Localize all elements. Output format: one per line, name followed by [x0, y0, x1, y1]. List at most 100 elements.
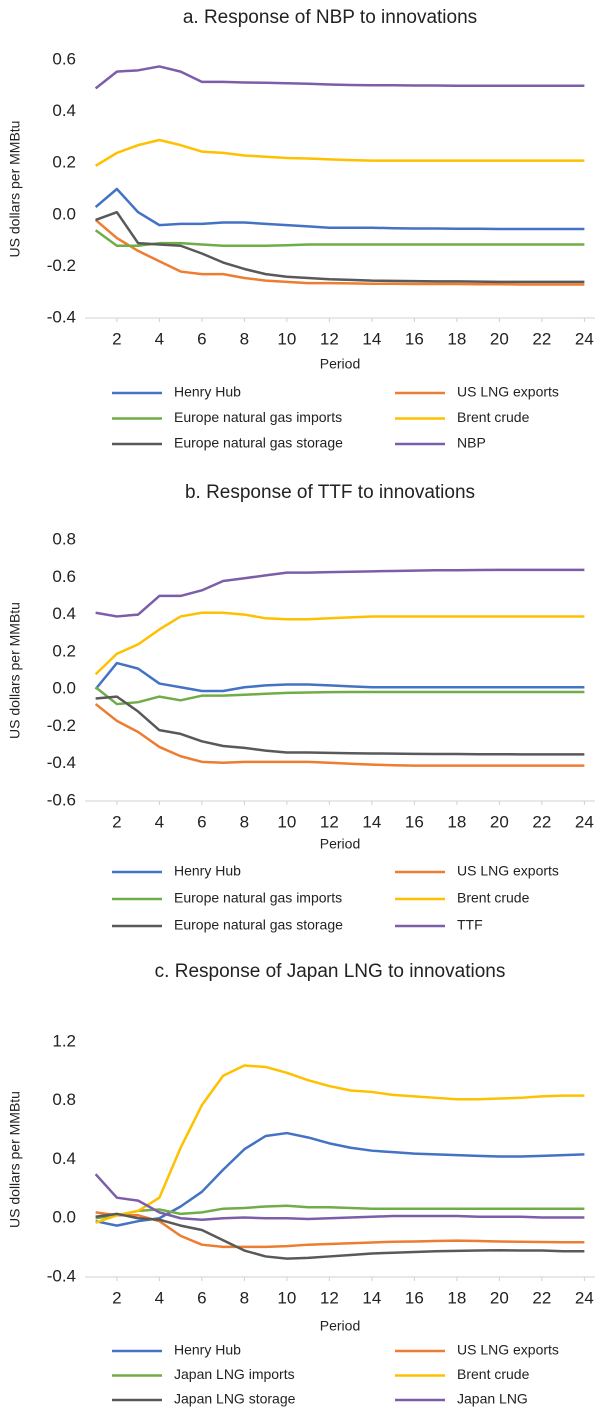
x-tick-label: 12 — [320, 329, 339, 348]
y-axis-label: US dollars per MMBtu — [7, 121, 23, 258]
x-tick-label: 24 — [575, 812, 594, 831]
series-line — [94, 229, 585, 248]
x-tick-label: 2 — [112, 812, 121, 831]
x-tick-label: 20 — [490, 1288, 509, 1307]
series-line — [95, 210, 585, 284]
legend-label: Henry Hub — [174, 1342, 241, 1358]
x-tick-label: 22 — [532, 329, 551, 348]
series-line — [94, 219, 585, 286]
y-tick-label: 0.6 — [52, 49, 76, 68]
x-tick-label: 14 — [362, 329, 381, 348]
x-tick-label: 24 — [575, 329, 594, 348]
legend-label: Brent crude — [457, 890, 530, 906]
x-tick-label: 4 — [155, 812, 164, 831]
x-axis-label: Period — [320, 356, 360, 372]
series-line — [94, 686, 585, 706]
x-tick-label: 10 — [277, 812, 296, 831]
legend-label: US LNG exports — [457, 1342, 559, 1358]
chart-title: c. Response of Japan LNG to innovations — [155, 961, 506, 982]
series-line — [94, 703, 585, 767]
x-tick-label: 2 — [112, 329, 121, 348]
y-tick-label: 0.2 — [52, 153, 76, 172]
x-tick-label: 20 — [490, 812, 509, 831]
legend-label: NBP — [457, 435, 486, 451]
x-tick-label: 20 — [490, 329, 509, 348]
legend-label: Europe natural gas imports — [174, 890, 342, 906]
series-line — [95, 1064, 585, 1224]
series-line — [94, 65, 585, 90]
y-axis-label: US dollars per MMBtu — [7, 1091, 23, 1228]
y-tick-label: 0.0 — [52, 204, 76, 223]
y-tick-label: -0.2 — [47, 256, 76, 275]
x-tick-label: 16 — [405, 1288, 424, 1307]
legend-label: Henry Hub — [174, 863, 241, 879]
x-tick-label: 14 — [362, 812, 381, 831]
legend-label: Japan LNG — [457, 1391, 528, 1407]
legend-label: Japan LNG storage — [174, 1391, 296, 1407]
x-axis-label: Period — [320, 1318, 360, 1334]
series-line — [94, 1173, 585, 1221]
y-tick-label: -0.4 — [47, 753, 76, 772]
y-tick-label: -0.2 — [47, 716, 76, 735]
legend-label: Henry Hub — [174, 384, 241, 400]
x-tick-label: 8 — [240, 812, 249, 831]
x-tick-label: 18 — [447, 812, 466, 831]
x-tick-label: 12 — [320, 812, 339, 831]
y-tick-label: 0.4 — [52, 101, 76, 120]
x-tick-label: 4 — [155, 329, 164, 348]
y-tick-label: 0.8 — [52, 1090, 76, 1109]
x-axis-label: Period — [320, 836, 360, 852]
series-line — [94, 187, 585, 231]
legend-label: Europe natural gas storage — [174, 917, 343, 933]
x-tick-label: 12 — [320, 1288, 339, 1307]
y-tick-label: 0.0 — [52, 679, 76, 698]
legend-label: Europe natural gas imports — [174, 409, 342, 425]
x-tick-label: 4 — [155, 1288, 164, 1307]
x-tick-label: 16 — [405, 812, 424, 831]
y-tick-label: 0.0 — [52, 1208, 76, 1227]
y-tick-label: 0.4 — [52, 604, 76, 623]
series-line — [95, 1212, 585, 1260]
y-tick-label: -0.6 — [47, 790, 76, 809]
x-tick-label: 24 — [575, 1288, 594, 1307]
legend-label: Japan LNG imports — [174, 1366, 295, 1382]
x-tick-label: 6 — [197, 812, 206, 831]
x-tick-label: 18 — [447, 329, 466, 348]
chart-title: a. Response of NBP to innovations — [183, 7, 477, 28]
series-line — [95, 1204, 585, 1220]
chart-title: b. Response of TTF to innovations — [185, 482, 475, 503]
y-tick-label: -0.4 — [47, 1266, 76, 1285]
x-tick-label: 14 — [362, 1288, 381, 1307]
y-tick-label: 0.6 — [52, 567, 76, 586]
legend-label: Europe natural gas storage — [174, 435, 343, 451]
x-tick-label: 8 — [240, 1288, 249, 1307]
series-line — [95, 568, 585, 618]
legend-label: US LNG exports — [457, 384, 559, 400]
x-tick-label: 10 — [277, 1288, 296, 1307]
x-tick-label: 16 — [405, 329, 424, 348]
y-tick-label: 0.8 — [52, 529, 76, 548]
y-tick-label: 0.4 — [52, 1149, 76, 1168]
legend-label: Brent crude — [457, 1366, 530, 1382]
series-line — [95, 695, 585, 756]
legend-label: US LNG exports — [457, 863, 559, 879]
series-line — [94, 611, 585, 676]
x-tick-label: 8 — [240, 329, 249, 348]
y-tick-label: 0.2 — [52, 641, 76, 660]
x-tick-label: 22 — [532, 812, 551, 831]
legend-label: Brent crude — [457, 409, 530, 425]
series-line — [95, 1211, 585, 1249]
legend-label: TTF — [457, 917, 483, 933]
series-line — [95, 1131, 585, 1227]
y-axis-label: US dollars per MMBtu — [7, 602, 23, 739]
x-tick-label: 2 — [112, 1288, 121, 1307]
series-line — [94, 138, 585, 167]
x-tick-label: 6 — [197, 329, 206, 348]
x-tick-label: 18 — [447, 1288, 466, 1307]
y-tick-label: -0.4 — [47, 307, 76, 326]
series-line — [94, 661, 585, 693]
x-tick-label: 22 — [532, 1288, 551, 1307]
y-tick-label: 1.2 — [52, 1031, 76, 1050]
x-tick-label: 6 — [197, 1288, 206, 1307]
